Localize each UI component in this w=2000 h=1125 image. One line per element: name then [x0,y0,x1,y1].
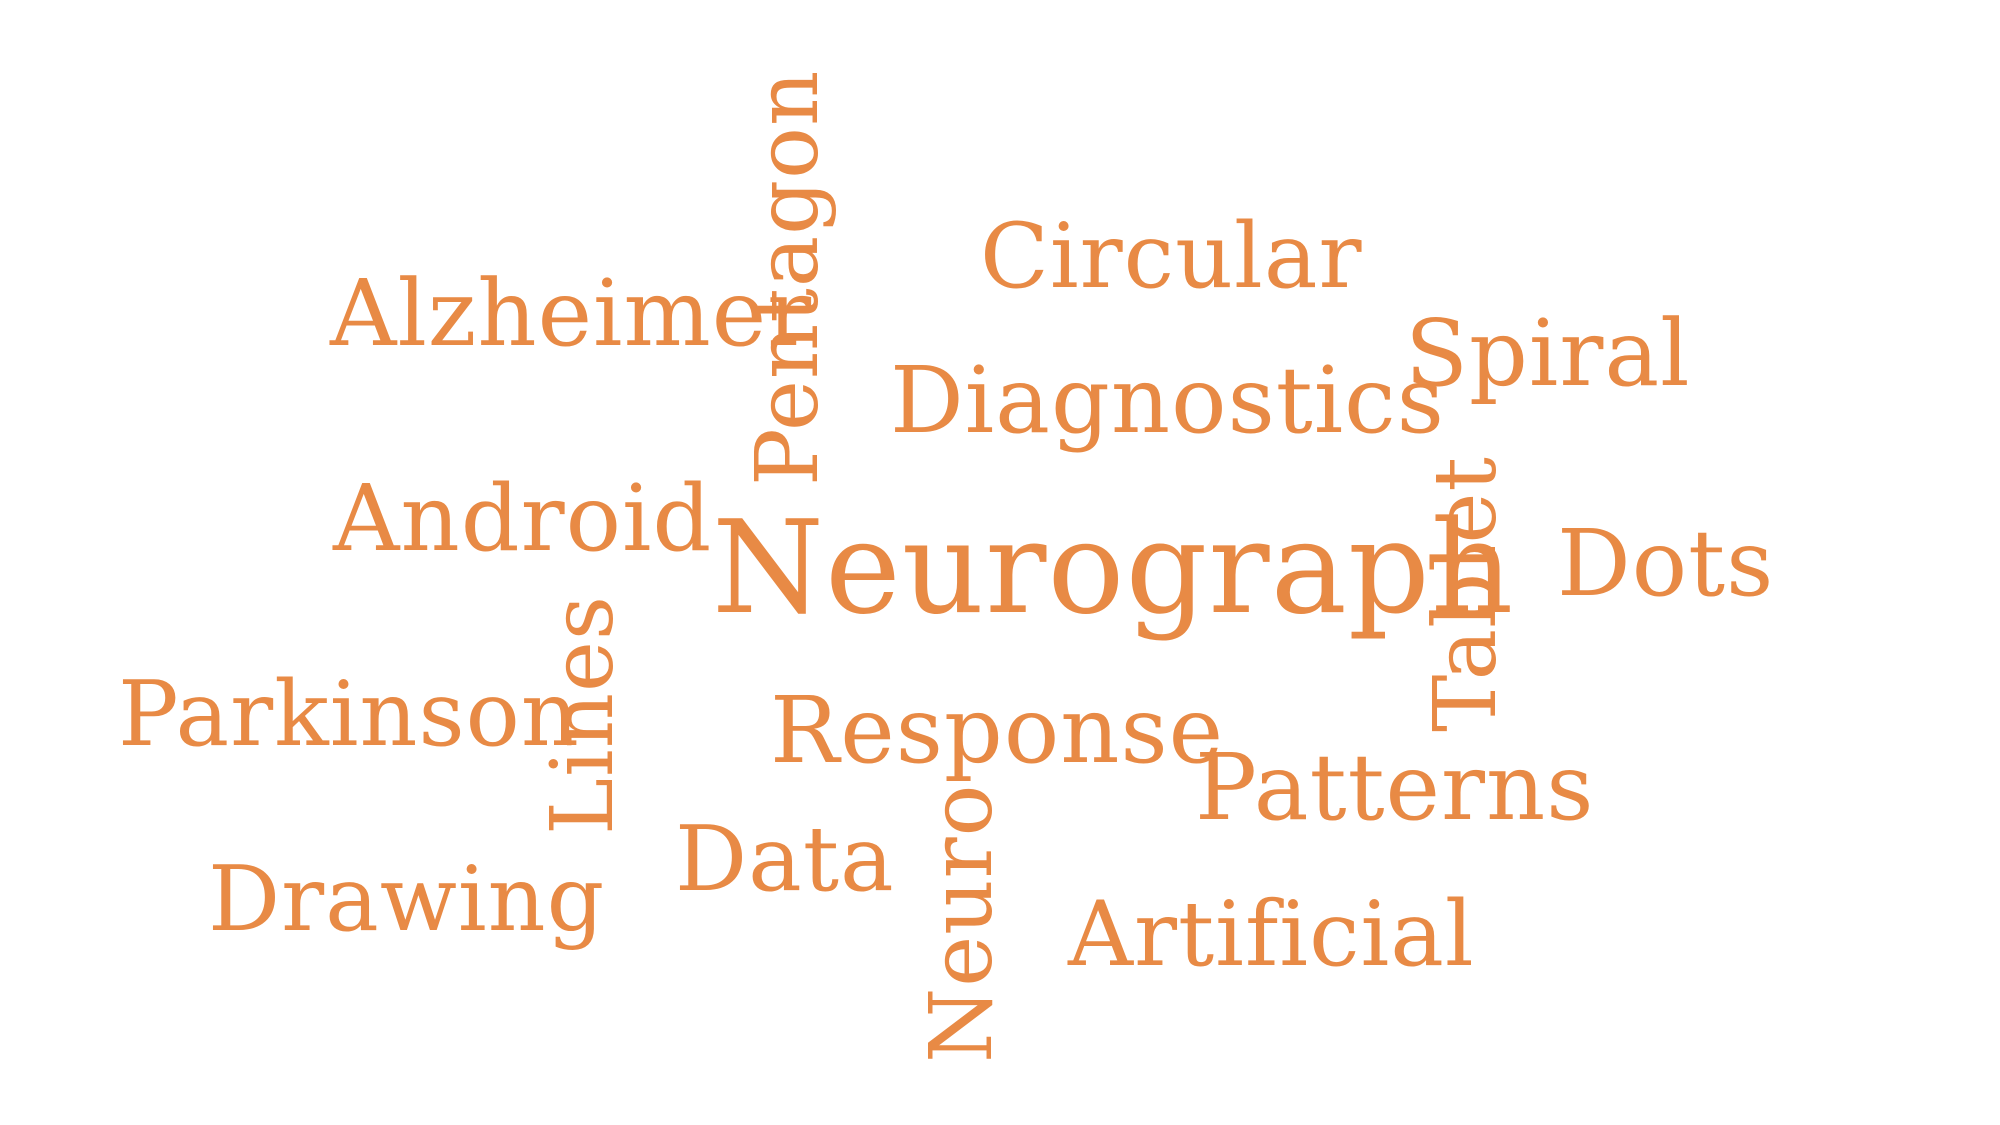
word-artificial: Artificial [1068,882,1475,987]
word-android: Android [333,465,713,572]
word-lines: Lines [533,594,633,835]
word-parkinson: Parkinson [118,662,580,767]
word-data: Data [675,807,895,912]
word-alzheimer: Alzheimer [330,260,813,367]
word-dots: Dots [1557,510,1775,617]
word-neuro: Neuro [912,783,1012,1063]
word-diagnostics: Diagnostics [890,347,1445,454]
word-response: Response [770,677,1225,784]
word-patterns: Patterns [1195,734,1595,841]
word-pentagon: Pentagon [738,69,838,486]
word-circular: Circular [980,204,1363,309]
word-spiral: Spiral [1405,300,1691,407]
word-neurograph: Neurograph [712,494,1515,643]
word-drawing: Drawing [208,847,606,952]
word-tablet: Tablet [1416,456,1516,732]
